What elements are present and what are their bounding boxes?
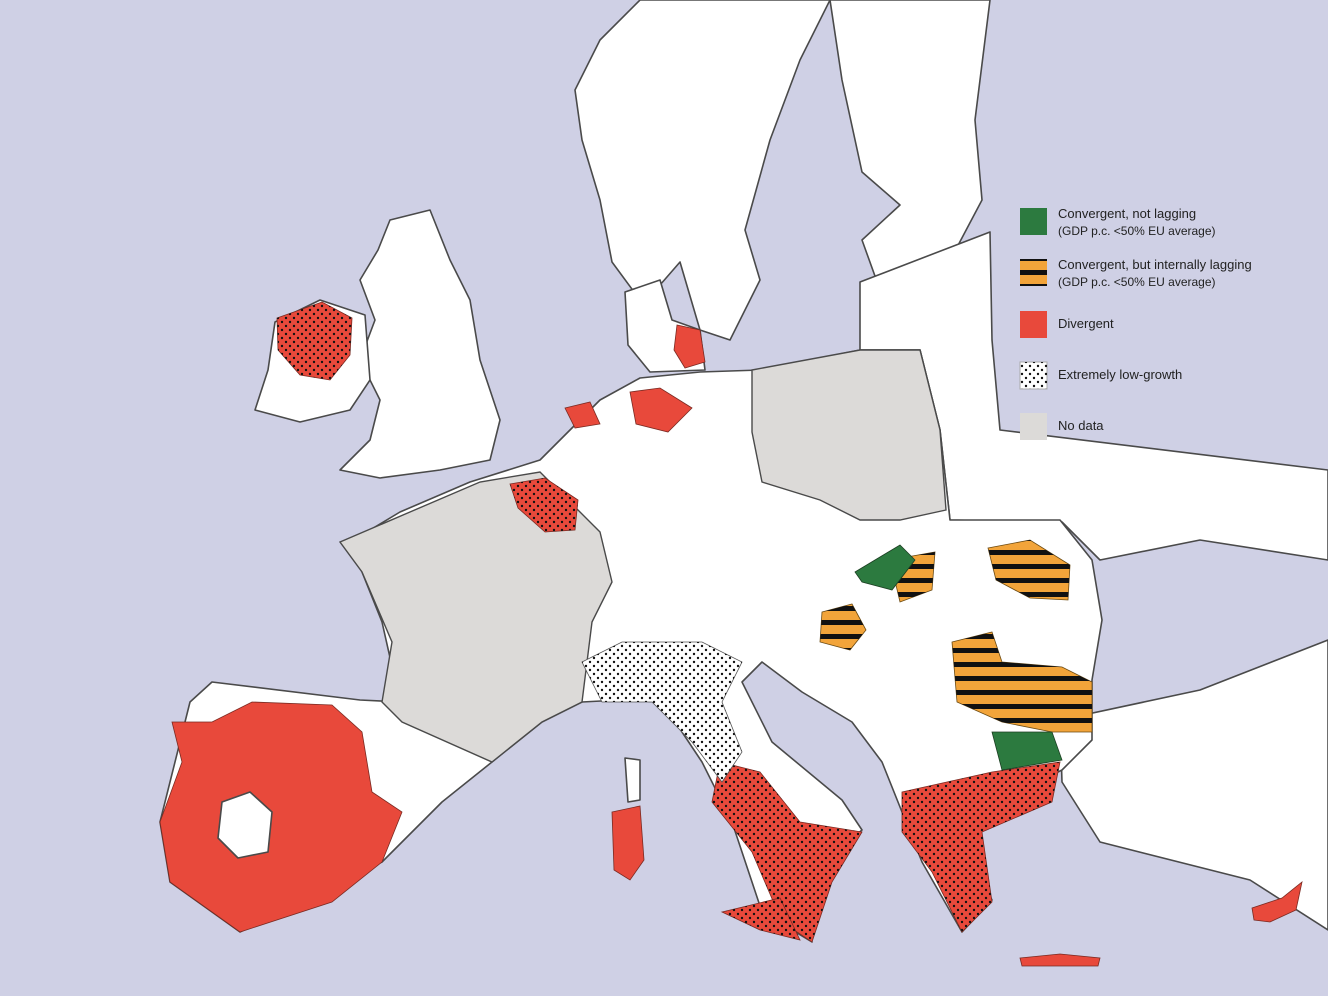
legend-swatch: [1020, 311, 1047, 338]
crete: [1019, 953, 1101, 967]
legend-note: (GDP p.c. <50% EU average): [1058, 275, 1216, 289]
dots: [902, 762, 1060, 932]
legend-label: No data: [1058, 418, 1104, 433]
danish-region: [673, 324, 706, 369]
corsica: [624, 757, 641, 803]
legend: Convergent, not lagging (GDP p.c. <50% E…: [1019, 206, 1252, 440]
legend-swatch-pattern: [1020, 362, 1047, 389]
madrid: [217, 791, 273, 859]
dot-overlay: [277, 302, 1060, 942]
legend-swatch: [1020, 413, 1047, 440]
stripes: [820, 604, 866, 650]
dots: [722, 898, 800, 940]
lagging-regions: [819, 539, 1093, 771]
no-data-regions: [338, 349, 947, 763]
scandinavia: [574, 0, 831, 341]
stripes: [988, 540, 1070, 600]
legend-swatch: [1020, 208, 1047, 235]
poland: [751, 349, 947, 521]
iberia: [159, 701, 403, 933]
divergent-regions: [159, 324, 1303, 967]
dots: [510, 478, 578, 532]
dots: [712, 762, 862, 942]
legend-swatch-pattern: [1020, 259, 1047, 286]
cyprus: [1251, 880, 1303, 923]
bulgaria-south: [991, 731, 1063, 771]
legend-label: Extremely low-growth: [1058, 367, 1182, 382]
northern-italy-dots: [582, 642, 742, 782]
stripes: [952, 632, 1092, 732]
german-region: [629, 387, 693, 433]
stripe-overlay: [820, 540, 1092, 732]
legend-label: Convergent, but internally lagging: [1058, 257, 1252, 272]
great-britain: [339, 209, 501, 479]
legend-note: (GDP p.c. <50% EU average): [1058, 224, 1216, 238]
sardinia: [611, 805, 645, 881]
legend-label: Divergent: [1058, 316, 1114, 331]
divergent-low-growth-regions: [276, 301, 1061, 943]
france: [338, 471, 613, 763]
netherlands-region: [564, 401, 601, 429]
dots: [277, 302, 352, 380]
legend-label: Convergent, not lagging: [1058, 206, 1196, 221]
hungary-north: [854, 544, 916, 591]
